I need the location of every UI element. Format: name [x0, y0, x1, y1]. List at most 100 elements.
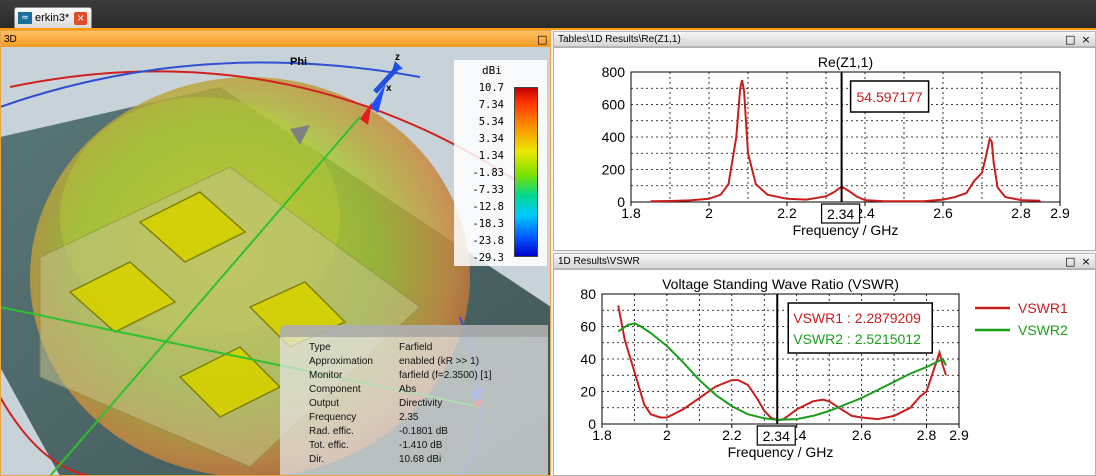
info-row: Component Abs — [280, 384, 548, 398]
marker-value-label: VSWR2 : 2.5215012 — [793, 331, 921, 347]
info-row: Monitor farfield (f=2.3500) [1] — [280, 370, 548, 384]
legend-tick-label: -29.3 — [472, 252, 504, 264]
info-value: Abs — [399, 384, 417, 395]
panel-vswr-title: 1D Results\VSWR — [558, 255, 640, 267]
info-key: Frequency — [309, 412, 357, 423]
document-tab-strip: ≈ erkin3* × — [0, 0, 1096, 30]
info-row: Frequency 2.35 — [280, 412, 548, 426]
cursor-x-box — [821, 203, 861, 224]
legend-tick-label: 1.34 — [478, 150, 504, 162]
info-value: 10.68 dBi — [399, 454, 442, 465]
info-key: Component — [309, 384, 361, 395]
maximize-icon[interactable]: □ — [537, 32, 548, 46]
maximize-icon[interactable]: □ — [1065, 32, 1076, 46]
legend-tick-label: -18.3 — [472, 218, 504, 230]
info-row: Output Directivity — [280, 398, 548, 412]
x-tick-label: 2.8 — [1011, 205, 1031, 221]
info-value: Directivity — [399, 398, 443, 409]
phi-circle-red-lower — [0, 396, 91, 476]
info-key: Monitor — [309, 370, 343, 381]
close-tab-icon[interactable]: × — [74, 11, 88, 25]
legend-tick-label: 3.34 — [478, 133, 504, 145]
phi-label: Phi — [290, 56, 307, 68]
info-key: Dir. — [309, 454, 324, 465]
legend-color-bar — [514, 87, 538, 257]
cursor-x-box — [756, 425, 796, 446]
panel-vswr-header: 1D Results\VSWR □ × — [553, 253, 1096, 269]
document-tab-title: erkin3* — [35, 12, 70, 24]
marker-value-box — [787, 302, 934, 354]
legend-tick-label: -1.83 — [472, 167, 504, 179]
y-tick-label: 60 — [580, 319, 596, 335]
marker-value-label: 54.597177 — [857, 89, 923, 105]
info-key: Rad. effic. — [309, 426, 354, 437]
farfield-info-box: Type Farfield Approximation enabled (kR >> … — [280, 325, 548, 476]
document-tab[interactable]: ≈ erkin3* × — [14, 7, 92, 28]
chart-title: Re(Z1,1) — [818, 54, 873, 70]
info-row: Approximation enabled (kR >> 1) — [280, 356, 548, 370]
panel-3d-title: 3D — [4, 33, 17, 45]
y-tick-label: 200 — [602, 162, 626, 178]
marker-value-box — [849, 80, 930, 113]
legend-tick-label: 5.34 — [478, 116, 504, 128]
theta-circle-blue — [0, 61, 421, 108]
color-legend: dBi 10.7 7.34 5.34 3.34 1.34 -1.83 -7.33 -12.8 -… — [454, 60, 547, 266]
farfield-3d-view[interactable]: Phi z x dBi 10.7 7.34 5.34 3.34 1.34 -1.83 -7.… — [0, 47, 551, 476]
x-tick-label: 2 — [663, 427, 671, 443]
x-tick-label: 1.8 — [621, 205, 641, 221]
y-tick-label: 0 — [617, 194, 625, 210]
info-row: Rad. effic. -0.1801 dB — [280, 426, 548, 440]
x-axis-label: Frequency / GHz — [793, 222, 899, 238]
info-row: Tot. effic. -1.410 dB — [280, 440, 548, 454]
info-value: Farfield — [399, 342, 433, 353]
x-tick-label: 2.9 — [1050, 205, 1070, 221]
waveform-icon: ≈ — [18, 12, 32, 24]
x-tick-label: 2.6 — [933, 205, 953, 221]
legend-tick-label: -23.8 — [472, 235, 504, 247]
close-icon[interactable]: × — [1081, 254, 1091, 268]
x-tick-label: 2.9 — [949, 427, 969, 443]
y-tick-label: 20 — [580, 384, 596, 400]
legend-tick-label: -7.33 — [472, 184, 504, 196]
info-row: Dir. 10.68 dBi — [280, 454, 548, 468]
info-value: 2.35 — [399, 412, 419, 423]
y-tick-label: 0 — [588, 416, 596, 432]
legend-entry-label: VSWR1 — [1018, 300, 1068, 316]
plot-area — [630, 71, 1061, 203]
re-plot-panel[interactable]: Re(Z1,1) 1.8 2 2.2 2.4 2.6 2.8 2.9 0 200 400 600 800… — [553, 47, 1096, 251]
legend-tick-label: -12.8 — [472, 201, 504, 213]
maximize-icon[interactable]: □ — [1065, 254, 1076, 268]
series-line-vswr1 — [617, 305, 947, 422]
panel-3d-header: 3D □ — [0, 31, 551, 47]
info-key: Type — [309, 342, 331, 353]
patch-array — [68, 191, 347, 418]
axis-z-label: z — [395, 52, 400, 63]
marker-value-label: VSWR1 : 2.2879209 — [793, 310, 921, 326]
vswr-plot-panel[interactable]: Voltage Standing Wave Ratio (VSWR) 1.8 2 2.… — [553, 269, 1096, 476]
x-tick-label: 2.2 — [777, 205, 797, 221]
info-value: enabled (kR >> 1) — [399, 356, 480, 367]
x-tick-label: 2.8 — [917, 427, 937, 443]
x-tick-label: 2.2 — [722, 427, 742, 443]
panel-re-header: Tables\1D Results\Re(Z1,1) □ × — [553, 31, 1096, 47]
chart-title: Voltage Standing Wave Ratio (VSWR) — [662, 276, 899, 292]
y-tick-label: 80 — [580, 286, 596, 302]
info-row: Type Farfield — [280, 342, 548, 356]
legend-tick-label: 7.34 — [478, 99, 504, 111]
info-value: -1.410 dB — [399, 440, 443, 451]
y-tick-label: 600 — [602, 97, 626, 113]
info-key: Tot. effic. — [309, 440, 349, 451]
panel-re-title: Tables\1D Results\Re(Z1,1) — [558, 33, 681, 45]
info-value: farfield (f=2.3500) [1] — [399, 370, 492, 381]
info-key: Output — [309, 398, 340, 409]
legend-tick-label: 10.7 — [478, 82, 504, 94]
series-line-0 — [650, 79, 1041, 203]
x-tick-label: 2 — [705, 205, 713, 221]
vswr-chart: Voltage Standing Wave Ratio (VSWR) 1.8 2 2.… — [580, 276, 1068, 460]
axis-line-green — [49, 116, 361, 476]
close-icon[interactable]: × — [1081, 32, 1091, 46]
axis-x-label: x — [386, 83, 392, 94]
info-value: -0.1801 dB — [399, 426, 448, 437]
cursor-x-label: 2.34 — [827, 206, 854, 222]
